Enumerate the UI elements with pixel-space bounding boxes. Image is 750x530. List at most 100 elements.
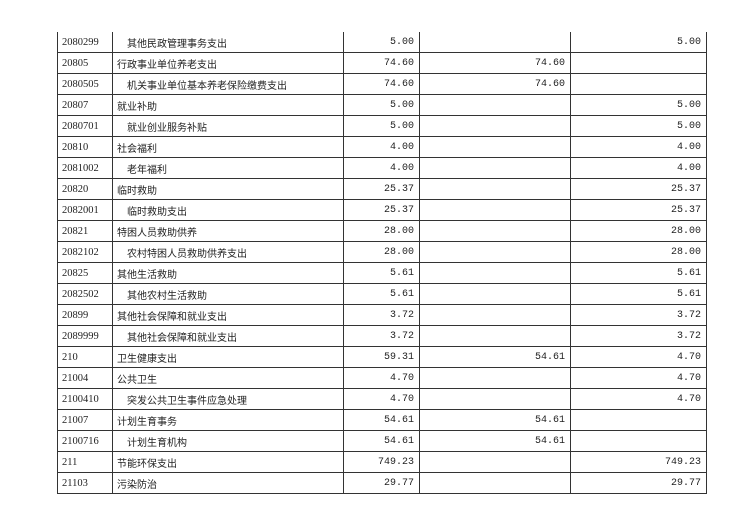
account-name: 其他民政管理事务支出	[112, 32, 344, 53]
project-amount: 5.61	[570, 262, 707, 284]
total-amount: 3.72	[343, 325, 420, 347]
account-code: 20807	[57, 94, 113, 116]
total-amount: 28.00	[343, 220, 420, 242]
basic-amount	[419, 115, 571, 137]
account-code: 2080701	[57, 115, 113, 137]
account-code: 21103	[57, 472, 113, 494]
total-amount: 5.61	[343, 283, 420, 305]
project-amount: 25.37	[570, 199, 707, 221]
account-name: 行政事业单位养老支出	[112, 52, 344, 74]
basic-amount	[419, 451, 571, 473]
project-amount: 25.37	[570, 178, 707, 200]
account-name: 社会福利	[112, 136, 344, 158]
account-name: 就业创业服务补贴	[112, 115, 344, 137]
basic-amount	[419, 241, 571, 263]
basic-amount: 54.61	[419, 346, 571, 368]
account-name: 其他农村生活救助	[112, 283, 344, 305]
table-row: 21007 计划生育事务 54.61 54.61	[57, 409, 707, 431]
project-amount: 5.00	[570, 94, 707, 116]
table-row: 210 卫生健康支出 59.31 54.61 4.70	[57, 346, 707, 368]
table-row: 2082102 农村特困人员救助供养支出 28.00 28.00	[57, 241, 707, 263]
table-row: 20820 临时救助 25.37 25.37	[57, 178, 707, 200]
account-name: 特困人员救助供养	[112, 220, 344, 242]
project-amount: 4.70	[570, 388, 707, 410]
basic-amount	[419, 136, 571, 158]
table-row: 2100410 突发公共卫生事件应急处理 4.70 4.70	[57, 388, 707, 410]
total-amount: 25.37	[343, 178, 420, 200]
table-row: 21103 污染防治 29.77 29.77	[57, 472, 707, 494]
account-name: 就业补助	[112, 94, 344, 116]
total-amount: 4.00	[343, 136, 420, 158]
account-code: 20810	[57, 136, 113, 158]
table-row: 20810 社会福利 4.00 4.00	[57, 136, 707, 158]
project-amount: 4.70	[570, 367, 707, 389]
table-row: 20899 其他社会保障和就业支出 3.72 3.72	[57, 304, 707, 326]
total-amount: 5.00	[343, 115, 420, 137]
project-amount	[570, 52, 707, 74]
account-name: 其他社会保障和就业支出	[112, 304, 344, 326]
total-amount: 74.60	[343, 73, 420, 95]
basic-amount	[419, 304, 571, 326]
account-code: 20821	[57, 220, 113, 242]
account-code: 2082001	[57, 199, 113, 221]
table-row: 20805 行政事业单位养老支出 74.60 74.60	[57, 52, 707, 74]
project-amount: 5.61	[570, 283, 707, 305]
basic-amount: 74.60	[419, 73, 571, 95]
basic-amount	[419, 325, 571, 347]
account-name: 农村特困人员救助供养支出	[112, 241, 344, 263]
project-amount: 3.72	[570, 325, 707, 347]
account-name: 其他生活救助	[112, 262, 344, 284]
project-amount: 5.00	[570, 115, 707, 137]
account-code: 211	[57, 451, 113, 473]
account-name: 污染防治	[112, 472, 344, 494]
total-amount: 5.00	[343, 94, 420, 116]
account-code: 2080299	[57, 32, 113, 53]
project-amount	[570, 73, 707, 95]
table-row: 20807 就业补助 5.00 5.00	[57, 94, 707, 116]
account-name: 机关事业单位基本养老保险缴费支出	[112, 73, 344, 95]
basic-amount	[419, 388, 571, 410]
account-name: 计划生育机构	[112, 430, 344, 452]
total-amount: 4.70	[343, 388, 420, 410]
project-amount: 5.00	[570, 32, 707, 53]
table-row: 2089999 其他社会保障和就业支出 3.72 3.72	[57, 325, 707, 347]
table-row: 2081002 老年福利 4.00 4.00	[57, 157, 707, 179]
account-code: 2082102	[57, 241, 113, 263]
basic-amount	[419, 157, 571, 179]
table-row: 211 节能环保支出 749.23 749.23	[57, 451, 707, 473]
account-code: 2081002	[57, 157, 113, 179]
account-name: 卫生健康支出	[112, 346, 344, 368]
account-name: 其他社会保障和就业支出	[112, 325, 344, 347]
table-row: 2080505 机关事业单位基本养老保险缴费支出 74.60 74.60	[57, 73, 707, 95]
basic-amount: 74.60	[419, 52, 571, 74]
account-code: 21007	[57, 409, 113, 431]
project-amount: 28.00	[570, 220, 707, 242]
account-code: 2100716	[57, 430, 113, 452]
account-code: 20899	[57, 304, 113, 326]
project-amount: 4.00	[570, 136, 707, 158]
basic-amount	[419, 32, 571, 53]
table-row: 2080299 其他民政管理事务支出 5.00 5.00	[57, 32, 707, 53]
account-code: 20805	[57, 52, 113, 74]
total-amount: 3.72	[343, 304, 420, 326]
total-amount: 5.00	[343, 32, 420, 53]
account-name: 计划生育事务	[112, 409, 344, 431]
table-row: 20821 特困人员救助供养 28.00 28.00	[57, 220, 707, 242]
total-amount: 29.77	[343, 472, 420, 494]
account-name: 老年福利	[112, 157, 344, 179]
table-row: 2082502 其他农村生活救助 5.61 5.61	[57, 283, 707, 305]
total-amount: 4.00	[343, 157, 420, 179]
account-name: 临时救助	[112, 178, 344, 200]
total-amount: 5.61	[343, 262, 420, 284]
total-amount: 54.61	[343, 409, 420, 431]
account-code: 20825	[57, 262, 113, 284]
project-amount: 4.70	[570, 346, 707, 368]
basic-amount: 54.61	[419, 409, 571, 431]
total-amount: 749.23	[343, 451, 420, 473]
account-code: 210	[57, 346, 113, 368]
account-name: 突发公共卫生事件应急处理	[112, 388, 344, 410]
project-amount: 28.00	[570, 241, 707, 263]
table-row: 2080701 就业创业服务补贴 5.00 5.00	[57, 115, 707, 137]
project-amount	[570, 409, 707, 431]
basic-amount	[419, 472, 571, 494]
